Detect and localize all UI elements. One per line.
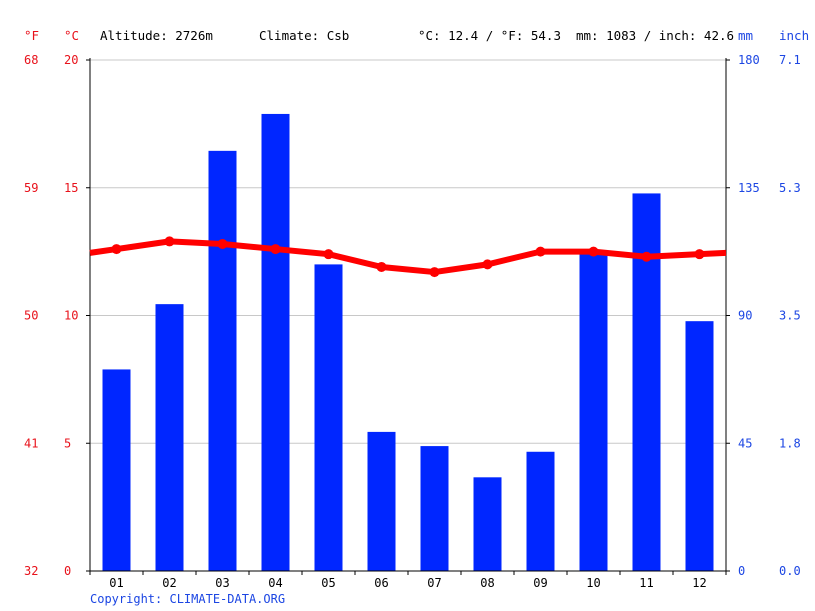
precipitation-bar [367,431,396,571]
month-label: 09 [533,576,547,590]
precipitation-bar [632,193,661,571]
inch-tick-label: 7.1 [779,53,801,67]
inch-tick-label: 3.5 [779,309,801,323]
month-label: 11 [639,576,653,590]
precipitation-bar [155,304,184,571]
month-label: 03 [215,576,229,590]
inch-tick-label: 1.8 [779,436,801,450]
precipitation-bar [473,477,502,571]
celsius-tick-label: 20 [64,53,78,67]
month-label: 06 [374,576,388,590]
celsius-tick-label: 10 [64,309,78,323]
celsius-tick-label: 0 [64,564,71,578]
temperature-point [588,246,599,257]
fahrenheit-unit-label: °F [24,28,40,43]
fahrenheit-tick-label: 50 [24,309,38,323]
inch-unit-label: inch [779,28,810,43]
mm-tick-label: 0 [738,564,745,578]
temperature-point [111,244,122,255]
temperature-point [217,238,228,249]
mm-unit-label: mm [738,28,754,43]
temperature-point [482,259,493,270]
fahrenheit-tick-label: 59 [24,181,38,195]
celsius-tick-label: 15 [64,181,78,195]
precipitation-bar [208,150,237,571]
precipitation-bar [685,321,714,571]
temperature-point [429,267,440,278]
altitude-label: Altitude: 2726m [100,28,213,43]
month-label: 08 [480,576,494,590]
precipitation-bar [102,369,131,571]
temperature-point [376,261,387,272]
month-label: 05 [321,576,335,590]
temperature-line [89,238,727,276]
month-label: 07 [427,576,441,590]
mm-tick-label: 45 [738,436,752,450]
precipitation-bar [261,113,290,571]
temperature-point [270,244,281,255]
inch-tick-label: 0.0 [779,564,801,578]
fahrenheit-tick-label: 32 [24,564,38,578]
average-temperature-label: °C: 12.4 / °F: 54.3 [418,28,561,43]
precipitation-bar [314,264,343,571]
temperature-point [694,249,705,260]
inch-tick-label: 5.3 [779,181,801,195]
annual-precipitation-label: mm: 1083 / inch: 42.6 [576,28,735,43]
mm-tick-label: 90 [738,309,752,323]
fahrenheit-tick-label: 41 [24,436,38,450]
month-label: 10 [586,576,600,590]
temperature-point [641,251,652,262]
celsius-unit-label: °C [64,28,80,43]
temperature-point [323,249,334,260]
month-label: 02 [162,576,176,590]
mm-tick-label: 180 [738,53,760,67]
precipitation-bar [579,253,608,572]
climate-label: Climate: Csb [259,28,350,43]
celsius-tick-label: 5 [64,436,71,450]
temperature-point [535,246,546,257]
precipitation-bar [420,446,449,571]
precipitation-bar [526,451,555,571]
fahrenheit-tick-label: 68 [24,53,38,67]
temperature-point [164,236,175,247]
mm-tick-label: 135 [738,181,760,195]
month-label: 01 [109,576,123,590]
month-label: 12 [692,576,706,590]
copyright-link[interactable]: Copyright: CLIMATE-DATA.ORG [90,592,286,606]
month-label: 04 [268,576,282,590]
